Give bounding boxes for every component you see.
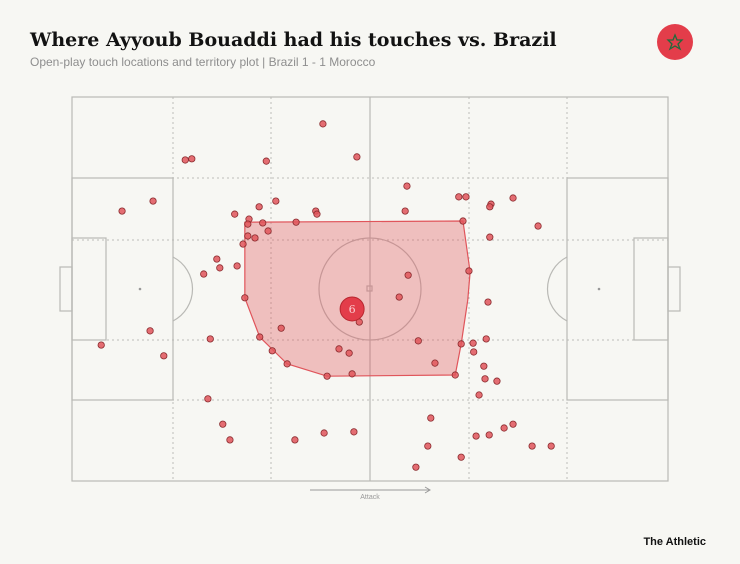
touch-point <box>241 294 249 302</box>
touch-point <box>427 414 435 422</box>
touch-point <box>353 153 361 161</box>
touch-point <box>226 436 234 444</box>
touch-point <box>401 207 409 215</box>
touch-point <box>350 428 358 436</box>
touch-point <box>291 436 299 444</box>
touch-point <box>451 371 459 379</box>
touch-point <box>206 335 214 343</box>
touch-point <box>268 347 276 355</box>
touch-point <box>160 352 168 360</box>
touch-point <box>239 240 247 248</box>
touch-point <box>424 442 432 450</box>
touch-point <box>484 298 492 306</box>
touch-point <box>500 424 508 432</box>
touch-point <box>149 197 157 205</box>
touch-point <box>470 348 478 356</box>
flag <box>657 24 693 60</box>
touch-point <box>462 193 470 201</box>
touch-point <box>213 255 221 263</box>
touch-point <box>486 203 494 211</box>
touch-point <box>547 442 555 450</box>
attack-arrow <box>310 486 431 494</box>
touch-point <box>457 453 465 461</box>
touch-point <box>219 420 227 428</box>
touch-point <box>320 429 328 437</box>
touch-point <box>455 193 463 201</box>
touch-point <box>181 156 189 164</box>
average-position <box>339 296 365 322</box>
touch-point <box>534 222 542 230</box>
touch-point <box>465 267 473 275</box>
touch-point <box>475 391 483 399</box>
chart-subtitle: Open-play touch locations and territory … <box>30 55 376 69</box>
touch-point <box>233 262 241 270</box>
touch-point <box>292 218 300 226</box>
touch-point <box>509 194 517 202</box>
touch-point <box>472 432 480 440</box>
touch-point <box>97 341 105 349</box>
touch-point <box>323 372 331 380</box>
touch-point <box>283 360 291 368</box>
touch-point <box>348 370 356 378</box>
touch-point <box>482 335 490 343</box>
touch-point <box>264 227 272 235</box>
touch-point <box>319 120 327 128</box>
touch-point <box>404 271 412 279</box>
touch-point <box>403 182 411 190</box>
touch-point <box>469 339 477 347</box>
touch-point <box>481 375 489 383</box>
source: The Athletic <box>643 536 706 548</box>
touch-point <box>509 420 517 428</box>
touch-point <box>395 293 403 301</box>
touch-point <box>277 324 285 332</box>
touch-point <box>485 431 493 439</box>
touch-point <box>459 217 467 225</box>
touch-point <box>251 234 259 242</box>
touch-point <box>244 232 252 240</box>
chart-title: Where Ayyoub Bouaddi had his touches vs.… <box>29 29 557 51</box>
touch-point <box>480 362 488 370</box>
touch-point <box>188 155 196 163</box>
touch-point <box>255 203 263 211</box>
touch-point <box>528 442 536 450</box>
touch-point <box>431 359 439 367</box>
touch-point <box>216 264 224 272</box>
touch-point <box>335 345 343 353</box>
touch-point <box>493 377 501 385</box>
attack-label: Attack <box>360 494 380 501</box>
touch-point <box>414 337 422 345</box>
average-label: 6 <box>349 303 356 316</box>
touch-point <box>118 207 126 215</box>
touch-point <box>345 349 353 357</box>
touch-point <box>486 233 494 241</box>
touch-point <box>412 463 420 471</box>
touch-point <box>204 395 212 403</box>
touch-point <box>259 219 267 227</box>
touch-point <box>244 220 252 228</box>
touch-point <box>313 210 321 218</box>
touch-point <box>272 197 280 205</box>
touch-point <box>146 327 154 335</box>
touch-point <box>231 210 239 218</box>
touch-point <box>256 333 264 341</box>
touch-point <box>457 340 465 348</box>
touch-point <box>200 270 208 278</box>
touch-point <box>262 157 270 165</box>
